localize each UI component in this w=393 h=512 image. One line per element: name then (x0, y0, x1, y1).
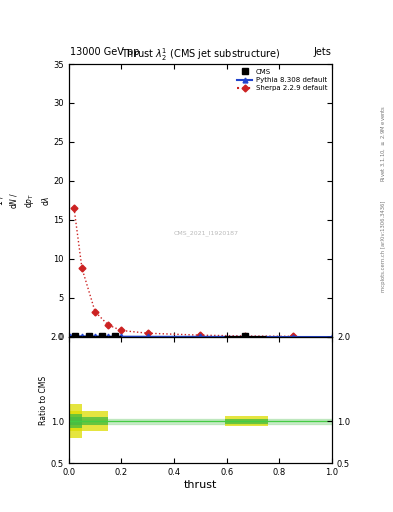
Bar (226, 419, 268, 424)
Title: Thrust $\lambda_{2}^{1}$ (CMS jet substructure): Thrust $\lambda_{2}^{1}$ (CMS jet substr… (121, 47, 280, 63)
Bar (69, 404, 82, 438)
Text: Jets: Jets (313, 47, 331, 57)
Y-axis label: Ratio to CMS: Ratio to CMS (39, 375, 48, 424)
Text: CMS_2021_I1920187: CMS_2021_I1920187 (173, 230, 238, 236)
Legend: CMS, Pythia 8.308 default, Sherpa 2.2.9 default: CMS, Pythia 8.308 default, Sherpa 2.2.9 … (235, 68, 329, 93)
Text: 13000 GeV pp: 13000 GeV pp (70, 47, 140, 57)
Text: mcplots.cern.ch [arXiv:1306.3436]: mcplots.cern.ch [arXiv:1306.3436] (381, 200, 386, 291)
Bar (69, 414, 82, 428)
Bar (69, 411, 108, 431)
Y-axis label: $\mathrm{1}$ /
$\mathrm{d}N$ /
$\mathrm{d}p_T$
$\mathrm{d}\lambda$: $\mathrm{1}$ / $\mathrm{d}N$ / $\mathrm{… (0, 191, 51, 209)
Bar (69, 417, 108, 425)
Bar (226, 416, 268, 426)
Bar (69, 419, 332, 424)
X-axis label: thrust: thrust (184, 480, 217, 490)
Text: Rivet 3.1.10, $\geq$ 2.9M events: Rivet 3.1.10, $\geq$ 2.9M events (379, 105, 387, 182)
